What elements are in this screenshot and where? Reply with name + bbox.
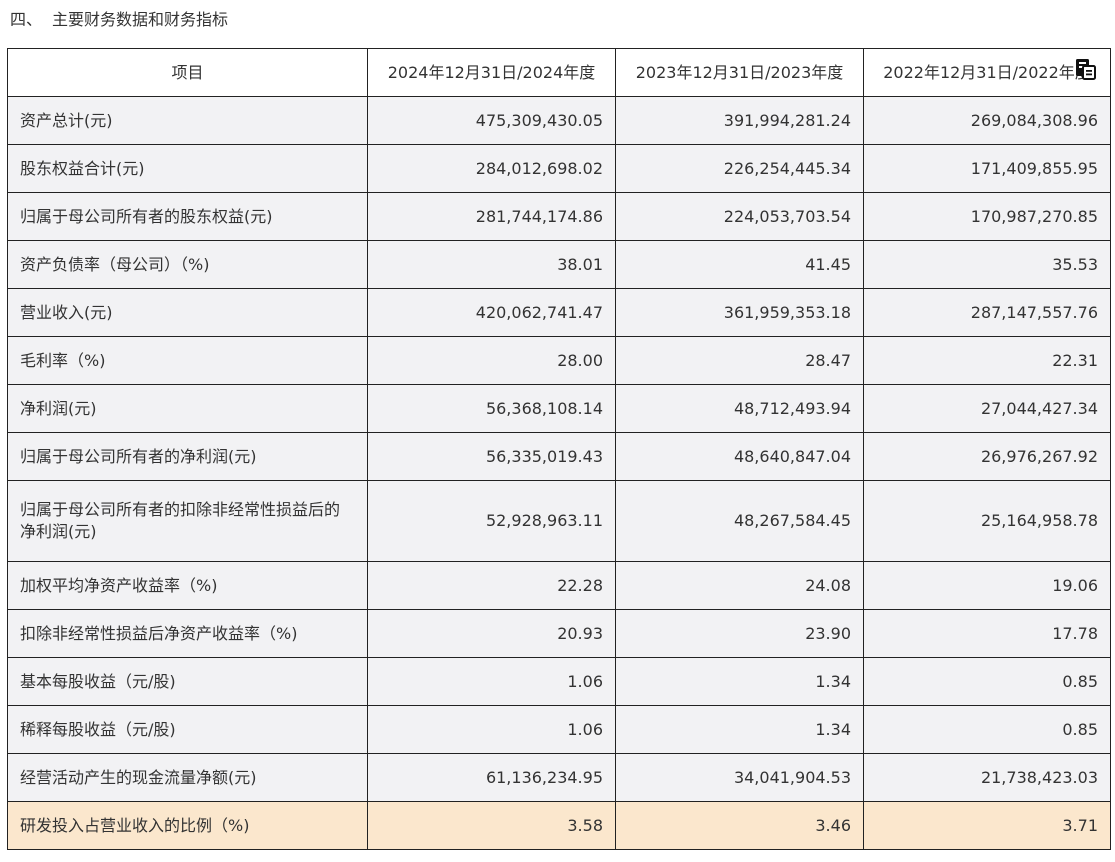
- row-label: 股东权益合计(元): [7, 144, 368, 193]
- header-2024: 2024年12月31日/2024年度: [367, 48, 616, 97]
- value-2022: 17.78: [863, 609, 1111, 658]
- value-2024: 20.93: [367, 609, 616, 658]
- value-2024: 3.58: [367, 801, 616, 850]
- row-label: 毛利率（%): [7, 336, 368, 385]
- table-row: 归属于母公司所有者的净利润(元) 56,335,019.43 48,640,84…: [7, 432, 1111, 481]
- value-2024: 56,335,019.43: [367, 432, 616, 481]
- value-2022: 19.06: [863, 561, 1111, 610]
- row-label: 研发投入占营业收入的比例（%): [7, 801, 368, 850]
- header-item: 项目: [7, 48, 368, 97]
- table-row: 毛利率（%) 28.00 28.47 22.31: [7, 336, 1111, 385]
- table-row: 加权平均净资产收益率（%) 22.28 24.08 19.06: [7, 561, 1111, 610]
- row-label: 经营活动产生的现金流量净额(元): [7, 753, 368, 802]
- value-2023: 361,959,353.18: [615, 288, 864, 337]
- value-2023: 23.90: [615, 609, 864, 658]
- value-2024: 22.28: [367, 561, 616, 610]
- table-row: 净利润(元) 56,368,108.14 48,712,493.94 27,04…: [7, 384, 1111, 433]
- table-row-highlighted: 研发投入占营业收入的比例（%) 3.58 3.46 3.71: [7, 801, 1111, 850]
- table-row: 稀释每股收益（元/股) 1.06 1.34 0.85: [7, 705, 1111, 754]
- row-label: 营业收入(元): [7, 288, 368, 337]
- row-label: 基本每股收益（元/股): [7, 657, 368, 706]
- value-2023: 226,254,445.34: [615, 144, 864, 193]
- value-2024: 1.06: [367, 705, 616, 754]
- value-2024: 56,368,108.14: [367, 384, 616, 433]
- value-2022: 287,147,557.76: [863, 288, 1111, 337]
- value-2023: 48,712,493.94: [615, 384, 864, 433]
- document-copy-icon[interactable]: [1074, 58, 1096, 80]
- value-2024: 420,062,741.47: [367, 288, 616, 337]
- value-2024: 281,744,174.86: [367, 192, 616, 241]
- value-2024: 52,928,963.11: [367, 480, 616, 562]
- row-label: 归属于母公司所有者的扣除非经常性损益后的净利润(元): [7, 480, 368, 562]
- value-2024: 61,136,234.95: [367, 753, 616, 802]
- row-label: 归属于母公司所有者的净利润(元): [7, 432, 368, 481]
- row-label: 加权平均净资产收益率（%): [7, 561, 368, 610]
- value-2022: 25,164,958.78: [863, 480, 1111, 562]
- row-label: 归属于母公司所有者的股东权益(元): [7, 192, 368, 241]
- row-label: 资产总计(元): [7, 96, 368, 145]
- value-2022: 269,084,308.96: [863, 96, 1111, 145]
- row-label: 资产负债率（母公司）（%): [7, 240, 368, 289]
- value-2024: 28.00: [367, 336, 616, 385]
- value-2022: 3.71: [863, 801, 1111, 850]
- table-row: 股东权益合计(元) 284,012,698.02 226,254,445.34 …: [7, 144, 1111, 193]
- row-label: 扣除非经常性损益后净资产收益率（%): [7, 609, 368, 658]
- header-2022: 2022年12月31日/2022年度: [863, 48, 1111, 97]
- value-2023: 41.45: [615, 240, 864, 289]
- value-2022: 21,738,423.03: [863, 753, 1111, 802]
- value-2022: 0.85: [863, 705, 1111, 754]
- financial-data-table: 项目 2024年12月31日/2024年度 2023年12月31日/2023年度…: [7, 48, 1111, 850]
- section-number: 四、: [10, 10, 43, 29]
- value-2023: 28.47: [615, 336, 864, 385]
- row-label: 净利润(元): [7, 384, 368, 433]
- table-row: 扣除非经常性损益后净资产收益率（%) 20.93 23.90 17.78: [7, 609, 1111, 658]
- table-row: 归属于母公司所有者的扣除非经常性损益后的净利润(元) 52,928,963.11…: [7, 480, 1111, 562]
- value-2024: 38.01: [367, 240, 616, 289]
- value-2023: 1.34: [615, 657, 864, 706]
- value-2022: 171,409,855.95: [863, 144, 1111, 193]
- value-2023: 3.46: [615, 801, 864, 850]
- table-row: 归属于母公司所有者的股东权益(元) 281,744,174.86 224,053…: [7, 192, 1111, 241]
- value-2022: 35.53: [863, 240, 1111, 289]
- value-2022: 26,976,267.92: [863, 432, 1111, 481]
- value-2023: 48,640,847.04: [615, 432, 864, 481]
- value-2023: 1.34: [615, 705, 864, 754]
- value-2023: 391,994,281.24: [615, 96, 864, 145]
- section-title: 主要财务数据和财务指标: [52, 10, 229, 29]
- value-2024: 284,012,698.02: [367, 144, 616, 193]
- value-2022: 27,044,427.34: [863, 384, 1111, 433]
- value-2023: 48,267,584.45: [615, 480, 864, 562]
- value-2023: 24.08: [615, 561, 864, 610]
- value-2024: 475,309,430.05: [367, 96, 616, 145]
- row-label: 稀释每股收益（元/股): [7, 705, 368, 754]
- value-2022: 22.31: [863, 336, 1111, 385]
- header-2023: 2023年12月31日/2023年度: [615, 48, 864, 97]
- table-row: 经营活动产生的现金流量净额(元) 61,136,234.95 34,041,90…: [7, 753, 1111, 802]
- value-2024: 1.06: [367, 657, 616, 706]
- value-2022: 170,987,270.85: [863, 192, 1111, 241]
- value-2023: 34,041,904.53: [615, 753, 864, 802]
- table-header-row: 项目 2024年12月31日/2024年度 2023年12月31日/2023年度…: [7, 48, 1111, 97]
- table-row: 资产总计(元) 475,309,430.05 391,994,281.24 26…: [7, 96, 1111, 145]
- value-2022: 0.85: [863, 657, 1111, 706]
- table-row: 基本每股收益（元/股) 1.06 1.34 0.85: [7, 657, 1111, 706]
- table-row: 营业收入(元) 420,062,741.47 361,959,353.18 28…: [7, 288, 1111, 337]
- value-2023: 224,053,703.54: [615, 192, 864, 241]
- section-heading: 四、 主要财务数据和财务指标: [10, 6, 228, 30]
- table-row: 资产负债率（母公司）（%) 38.01 41.45 35.53: [7, 240, 1111, 289]
